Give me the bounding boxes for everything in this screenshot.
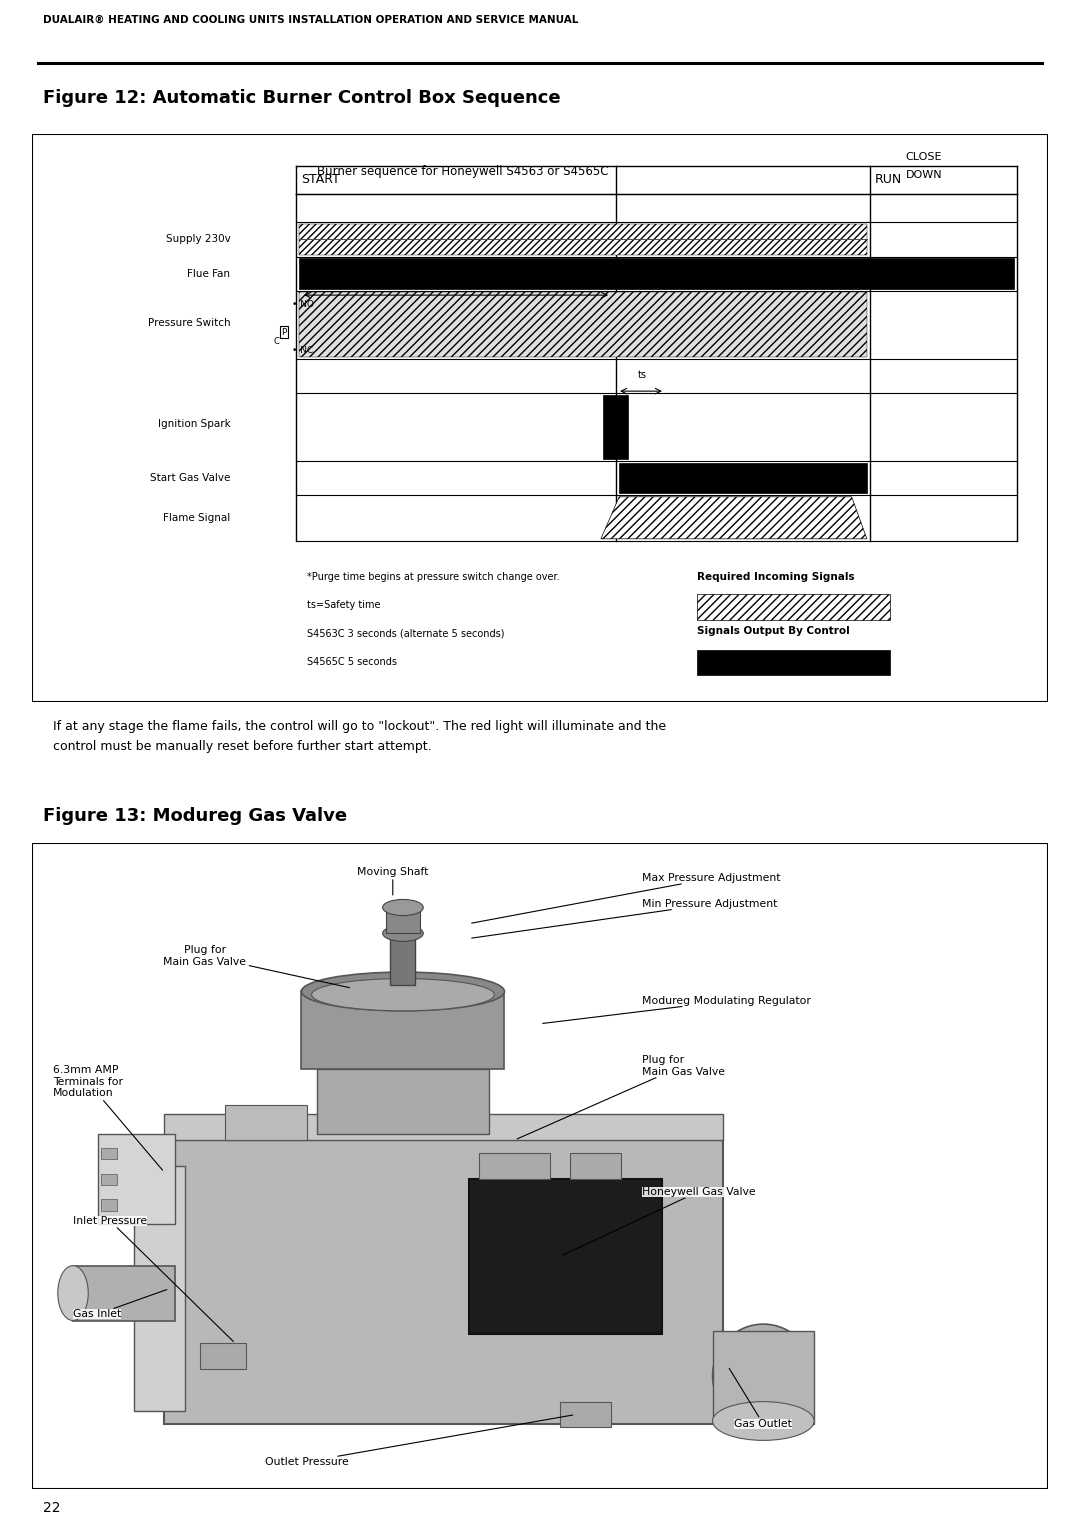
Bar (480, 1153, 550, 1179)
Bar (603, 394, 629, 460)
Text: Pressure Switch: Pressure Switch (148, 318, 230, 328)
Bar (226, 1104, 307, 1141)
Text: Gas Inlet: Gas Inlet (73, 1289, 166, 1319)
Text: Burner sequence for Honeywell S4563 or S4565C: Burner sequence for Honeywell S4563 or S… (316, 165, 608, 177)
Ellipse shape (301, 973, 504, 1011)
Ellipse shape (311, 979, 495, 1011)
Ellipse shape (58, 1266, 89, 1321)
Text: Honeywell Gas Valve: Honeywell Gas Valve (563, 1186, 755, 1255)
Text: S4565C 5 seconds: S4565C 5 seconds (307, 657, 396, 667)
Bar (698, 651, 890, 675)
Text: C: C (273, 336, 279, 345)
Text: Modureg Modulating Regulator: Modureg Modulating Regulator (543, 996, 810, 1023)
Text: Signals Output By Control: Signals Output By Control (698, 626, 850, 635)
Bar (73, 1266, 175, 1321)
Text: DUALAIR® HEATING AND COOLING UNITS INSTALLATION OPERATION AND SERVICE MANUAL: DUALAIR® HEATING AND COOLING UNITS INSTA… (43, 14, 579, 24)
Bar (299, 292, 867, 357)
Text: DOWN: DOWN (905, 171, 942, 180)
Text: Supply 230v: Supply 230v (165, 235, 230, 244)
Text: Ignition Spark: Ignition Spark (158, 418, 230, 429)
Text: ts: ts (638, 370, 647, 380)
Text: Outlet Pressure: Outlet Pressure (265, 1416, 572, 1467)
Bar (299, 258, 1014, 289)
Bar (390, 933, 415, 985)
Text: Max Pressure Adjustment: Max Pressure Adjustment (472, 873, 780, 924)
Bar (570, 1153, 621, 1179)
Text: S4563C 3 seconds (alternate 5 seconds): S4563C 3 seconds (alternate 5 seconds) (307, 629, 504, 638)
Text: Flue Fan: Flue Fan (187, 269, 230, 278)
Text: If at any stage the flame fails, the control will go to "lockout". The red light: If at any stage the flame fails, the con… (53, 721, 666, 753)
Text: P: P (282, 328, 287, 336)
Bar (386, 907, 420, 933)
Text: START: START (301, 174, 340, 186)
Text: RUN: RUN (875, 174, 902, 186)
Polygon shape (600, 496, 867, 539)
Text: Gas Outlet: Gas Outlet (729, 1368, 793, 1429)
Text: ts=Safety time: ts=Safety time (307, 600, 380, 611)
Text: Min Pressure Adjustment: Min Pressure Adjustment (472, 899, 777, 938)
Ellipse shape (713, 1402, 814, 1440)
Text: 30 Sec. Purge*: 30 Sec. Purge* (420, 273, 492, 282)
Text: Moving Shaft: Moving Shaft (357, 867, 429, 895)
Text: Figure 12: Automatic Burner Control Box Sequence: Figure 12: Automatic Burner Control Box … (43, 89, 561, 107)
Text: CLOSE: CLOSE (905, 153, 942, 162)
Bar (469, 1179, 662, 1333)
Text: 22: 22 (43, 1501, 60, 1515)
Text: • NO: • NO (293, 301, 314, 310)
Text: *Purge time begins at pressure switch change over.: *Purge time begins at pressure switch ch… (307, 571, 559, 582)
Bar (164, 1141, 723, 1425)
Text: Plug for
Main Gas Valve: Plug for Main Gas Valve (517, 1055, 725, 1139)
Bar (102, 1148, 117, 1159)
Bar (301, 991, 504, 1069)
Bar (102, 1199, 117, 1211)
Bar (164, 1115, 723, 1141)
Bar (619, 463, 867, 493)
Bar (98, 1133, 175, 1225)
Text: Required Incoming Signals: Required Incoming Signals (698, 571, 855, 582)
Text: Start Gas Valve: Start Gas Valve (150, 473, 230, 483)
Bar (102, 1174, 117, 1185)
Text: Plug for
Main Gas Valve: Plug for Main Gas Valve (163, 945, 350, 988)
Bar (561, 1402, 611, 1428)
Bar (299, 224, 867, 255)
Bar (200, 1344, 245, 1370)
Bar (713, 1330, 814, 1425)
Text: • NC: • NC (293, 345, 313, 354)
Text: Figure 13: Modureg Gas Valve: Figure 13: Modureg Gas Valve (43, 806, 348, 825)
Ellipse shape (713, 1324, 814, 1428)
Ellipse shape (382, 899, 423, 916)
Text: 6.3mm AMP
Terminals for
Modulation: 6.3mm AMP Terminals for Modulation (53, 1066, 163, 1170)
Ellipse shape (382, 925, 423, 942)
Bar (134, 1167, 185, 1411)
Bar (316, 1069, 489, 1133)
Text: Flame Signal: Flame Signal (163, 513, 230, 522)
Text: Inlet Pressure: Inlet Pressure (73, 1215, 233, 1342)
Bar (698, 594, 890, 620)
